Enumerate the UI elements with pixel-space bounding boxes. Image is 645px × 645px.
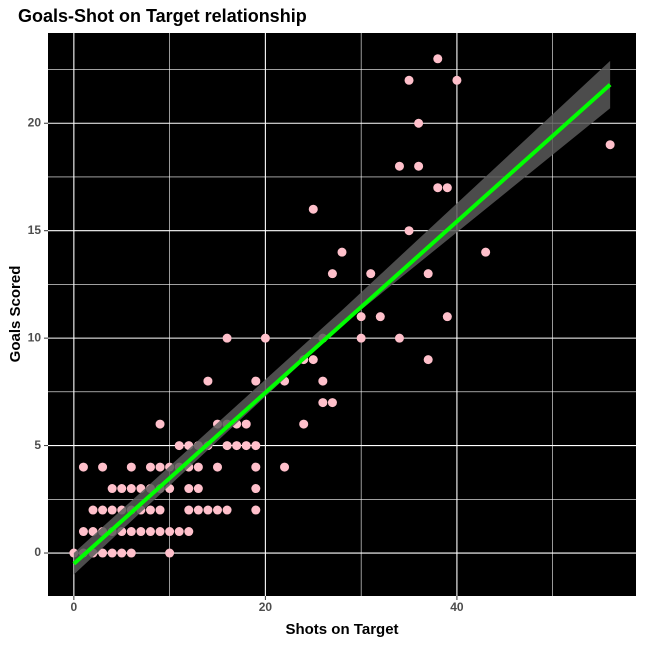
point [222, 505, 232, 515]
point [327, 398, 337, 408]
point [404, 75, 414, 85]
point [356, 333, 366, 343]
x-tick-label: 40 [450, 600, 464, 614]
point [433, 54, 443, 64]
x-tick-label: 20 [259, 600, 273, 614]
point [308, 204, 318, 214]
point [414, 118, 424, 128]
point [356, 312, 366, 322]
point [213, 462, 223, 472]
point [126, 484, 136, 494]
y-tick-label: 5 [34, 438, 41, 452]
point [193, 484, 203, 494]
point [414, 161, 424, 171]
point [213, 505, 223, 515]
point [433, 183, 443, 193]
point [184, 484, 194, 494]
point [145, 462, 155, 472]
point [394, 333, 404, 343]
point [241, 419, 251, 429]
point [394, 161, 404, 171]
point [442, 312, 452, 322]
point [184, 527, 194, 537]
point [155, 462, 165, 472]
point [98, 548, 108, 558]
fit-line [72, 83, 612, 566]
point [280, 462, 290, 472]
point [184, 505, 194, 515]
point [174, 441, 184, 451]
point [481, 247, 491, 257]
x-tick-label: 0 [71, 600, 78, 614]
point [299, 419, 309, 429]
y-tick-label: 10 [28, 330, 42, 344]
point [117, 484, 127, 494]
y-tick-label: 20 [28, 115, 42, 129]
point [404, 226, 414, 236]
point [98, 462, 108, 472]
point [136, 527, 146, 537]
point [145, 505, 155, 515]
point [117, 548, 127, 558]
point [174, 527, 184, 537]
point [107, 548, 117, 558]
point [222, 333, 232, 343]
point [155, 527, 165, 537]
point [155, 505, 165, 515]
point [327, 269, 337, 279]
y-tick-label: 15 [28, 223, 42, 237]
point [366, 269, 376, 279]
point [155, 419, 165, 429]
point [423, 355, 433, 365]
y-axis-title: Goals Scored [7, 266, 24, 363]
x-axis-title: Shots on Target [285, 621, 398, 638]
point [78, 462, 88, 472]
point [107, 484, 117, 494]
point [605, 140, 615, 150]
point [126, 527, 136, 537]
point [251, 462, 261, 472]
point [193, 462, 203, 472]
point [251, 484, 261, 494]
point [98, 505, 108, 515]
point [241, 441, 251, 451]
point [222, 441, 232, 451]
point [251, 376, 261, 386]
point [452, 75, 462, 85]
point [232, 441, 242, 451]
point [375, 312, 385, 322]
point [107, 505, 117, 515]
point [78, 527, 88, 537]
point [126, 548, 136, 558]
chart-title: Goals-Shot on Target relationship [18, 6, 307, 26]
point [423, 269, 433, 279]
point [318, 398, 328, 408]
point [442, 183, 452, 193]
point [337, 247, 347, 257]
point [203, 505, 213, 515]
point [165, 527, 175, 537]
point [88, 505, 98, 515]
point [145, 527, 155, 537]
point [318, 376, 328, 386]
point [193, 505, 203, 515]
point [308, 355, 318, 365]
y-tick-label: 0 [34, 545, 41, 559]
point [203, 376, 213, 386]
point [126, 462, 136, 472]
point [251, 441, 261, 451]
point [251, 505, 261, 515]
point [260, 333, 270, 343]
point [165, 548, 175, 558]
